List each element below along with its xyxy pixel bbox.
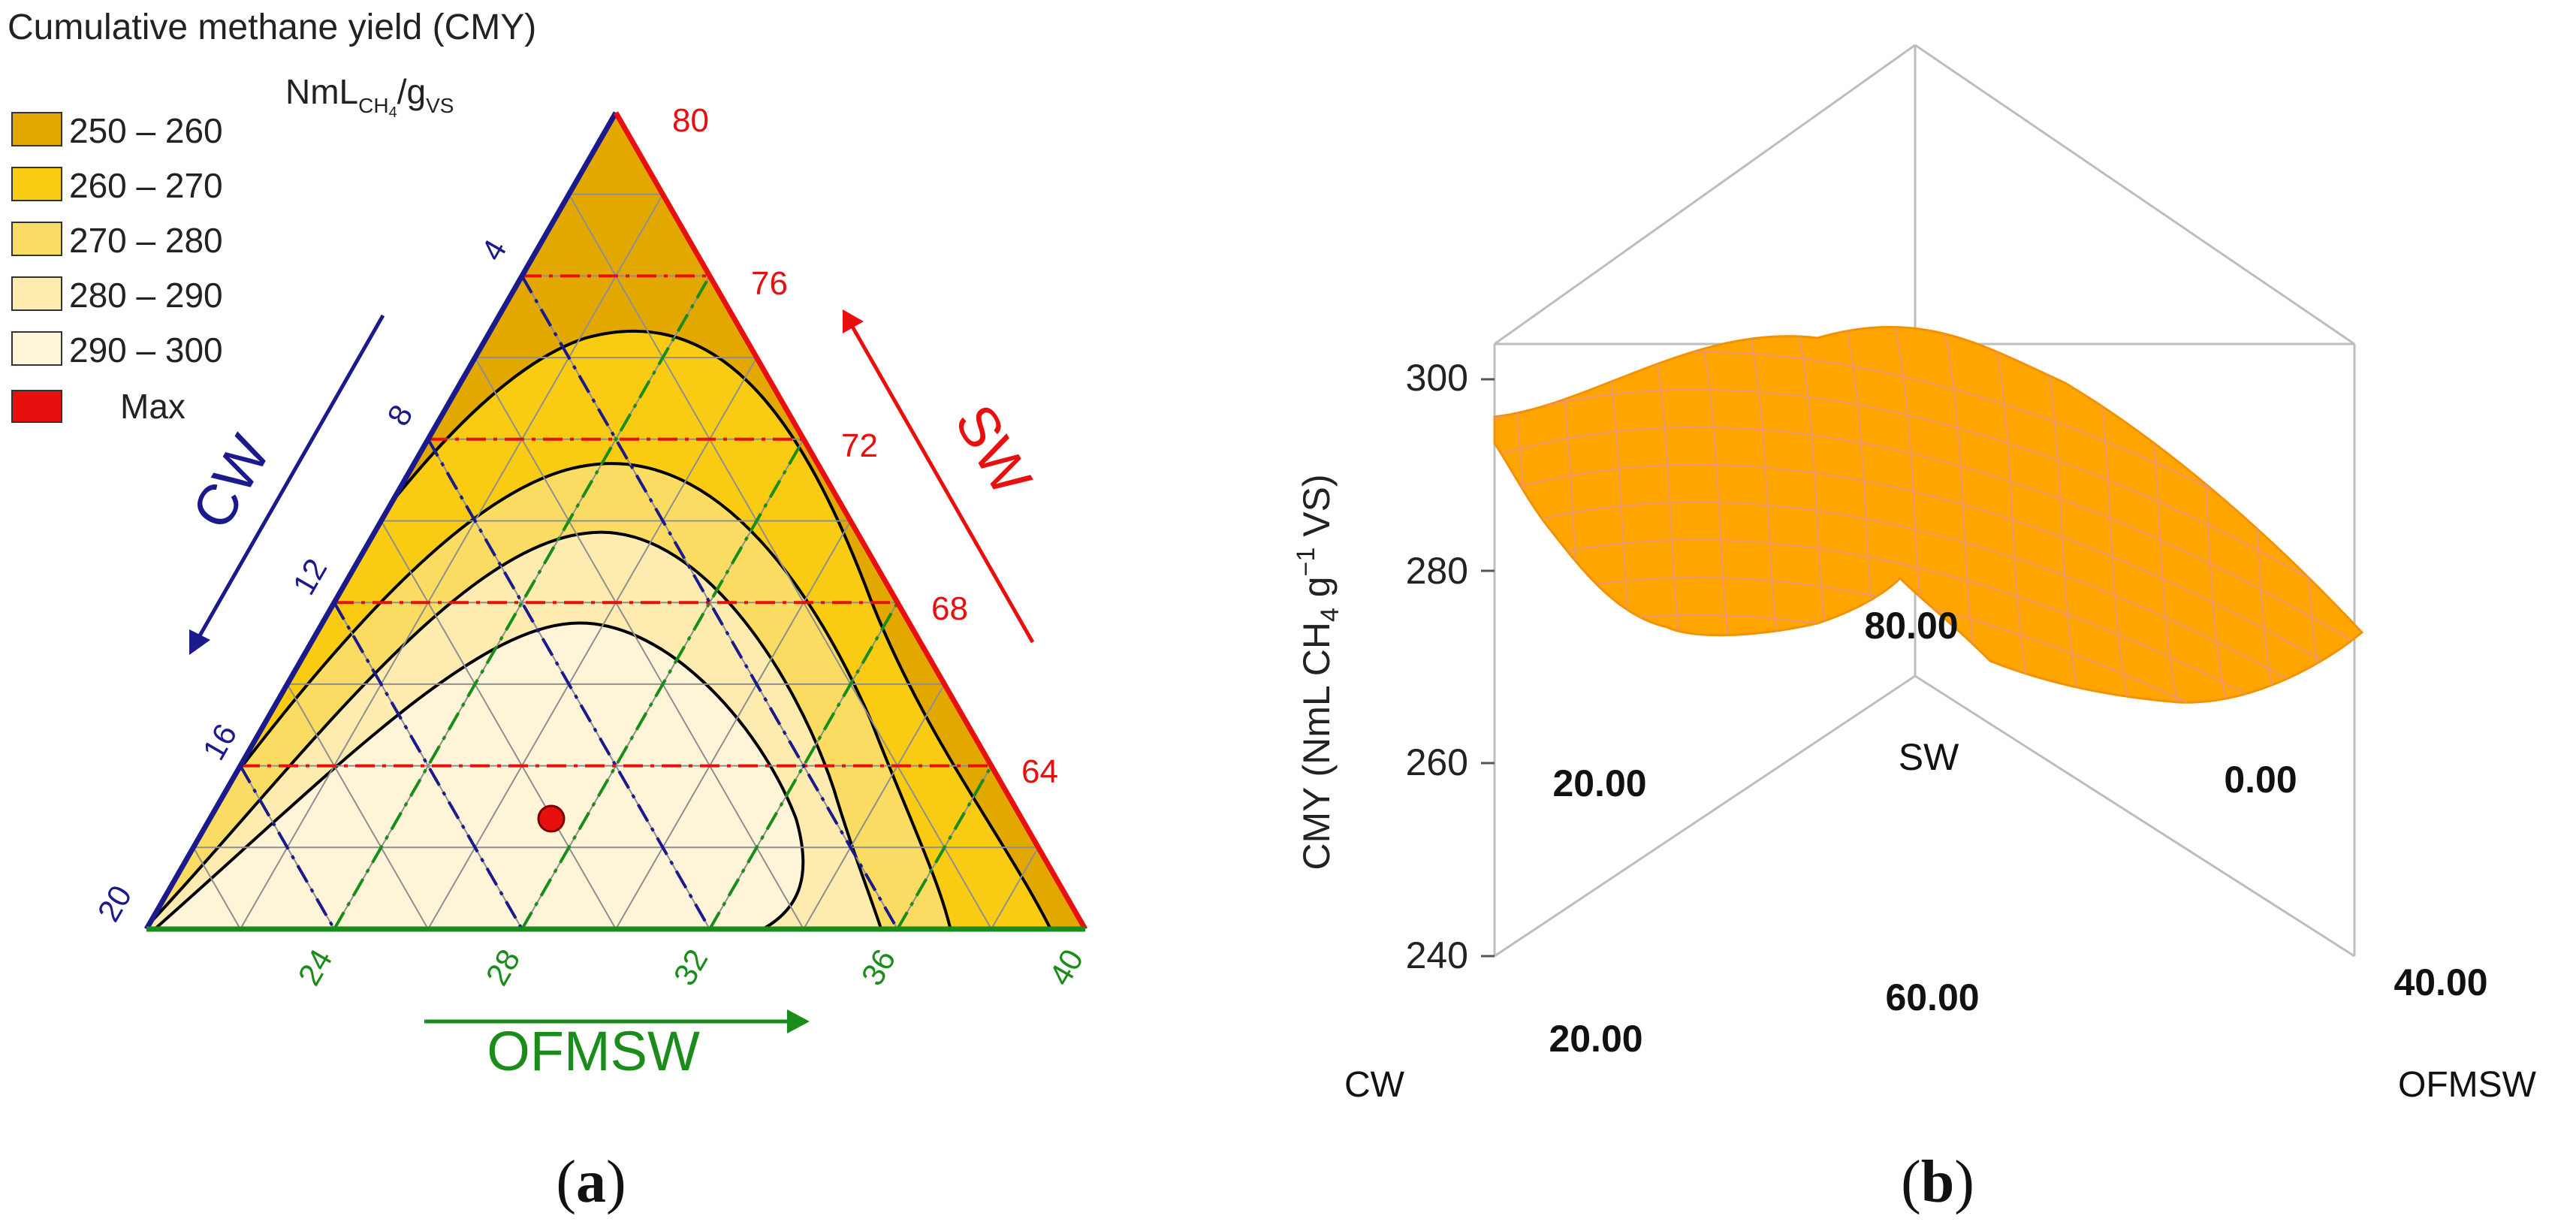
z-axis-label: CMY (NmL CH4 g−1 VS) bbox=[1292, 474, 1344, 870]
grid-line bbox=[803, 683, 946, 929]
cw-axis-title: CW bbox=[179, 425, 282, 539]
sw-axis-name: SW bbox=[1899, 736, 1959, 778]
grid-line bbox=[427, 357, 758, 929]
sw-tick-label: 72 bbox=[841, 427, 878, 464]
ofmsw-tick-label: 32 bbox=[666, 943, 714, 991]
ofmsw-tick-label: 40 bbox=[1042, 943, 1090, 991]
sw-left-value: 20.00 bbox=[1552, 762, 1646, 804]
grid-line bbox=[380, 520, 617, 929]
sw-edge bbox=[613, 111, 1088, 931]
ofmsw-axis-title: OFMSW bbox=[487, 1020, 700, 1082]
ternary-guides bbox=[239, 274, 993, 929]
cw-axis-name: CW bbox=[1344, 1065, 1405, 1105]
ofmsw-tick-label: 24 bbox=[291, 943, 339, 991]
cw-arrowhead bbox=[189, 629, 210, 655]
legend-label: 270 – 280 bbox=[69, 221, 223, 260]
legend-swatch bbox=[11, 331, 62, 366]
grid-line bbox=[474, 357, 804, 929]
z-tick-label: 300 bbox=[1406, 357, 1468, 399]
legend-title: Cumulative methane yield (CMY) bbox=[8, 8, 536, 47]
grid-line bbox=[240, 194, 664, 929]
sw-right-value: 0.00 bbox=[2224, 759, 2297, 801]
sw-tick-label: 76 bbox=[751, 265, 788, 302]
ofmsw-value: 40.00 bbox=[2394, 961, 2487, 1003]
legend-label: 290 – 300 bbox=[69, 330, 223, 370]
ofmsw-guide-line bbox=[333, 275, 711, 929]
mesh-line bbox=[1495, 388, 2362, 617]
cw-edge bbox=[143, 111, 619, 931]
mesh-line bbox=[1989, 327, 2036, 703]
mesh-line bbox=[1495, 463, 2362, 692]
cw-guide-line bbox=[333, 602, 523, 929]
caption-b: (b) bbox=[1901, 1149, 1974, 1215]
ofmsw-tick-labels: 24 28 32 36 40 bbox=[291, 943, 1090, 991]
legend-label-max: Max bbox=[120, 387, 186, 426]
cw-tick-label: 8 bbox=[380, 399, 419, 432]
sw-tick-labels: 80 76 72 68 64 bbox=[672, 102, 1058, 790]
grid-line bbox=[192, 846, 241, 929]
legend-label: 250 – 260 bbox=[69, 111, 223, 150]
legend-label: 260 – 270 bbox=[69, 166, 223, 205]
sw-arrow-line bbox=[850, 325, 1035, 644]
sw-tick-label: 80 bbox=[672, 102, 709, 139]
legend-swatch bbox=[11, 167, 62, 201]
legend-swatch bbox=[11, 112, 62, 146]
cw-tick-label: 16 bbox=[195, 718, 243, 766]
legend-swatch-max bbox=[11, 390, 62, 423]
ofmsw-axis-name: OFMSW bbox=[2398, 1065, 2537, 1105]
ofmsw-guide-line bbox=[896, 765, 993, 929]
ternary-contour-plot bbox=[146, 113, 1085, 929]
center-value: 60.00 bbox=[1885, 976, 1979, 1018]
ofmsw-guide-line bbox=[708, 602, 899, 929]
cw-tick-label: 12 bbox=[285, 553, 333, 601]
ofmsw-guide-line bbox=[520, 438, 805, 929]
sw-axis-title: SW bbox=[943, 394, 1044, 506]
z-tick-label: 260 bbox=[1406, 741, 1468, 783]
caption-a: (a) bbox=[556, 1149, 626, 1215]
legend: Cumulative methane yield (CMY) NmLCH4/gV… bbox=[8, 8, 536, 426]
grid-line bbox=[286, 683, 429, 929]
response-surface bbox=[1493, 325, 2364, 704]
z-tick-labels: 300 280 260 240 bbox=[1406, 357, 1468, 976]
grid-line bbox=[568, 194, 992, 929]
z-tick-label: 240 bbox=[1406, 934, 1468, 976]
legend-swatch bbox=[11, 276, 62, 311]
sw-top-value: 80.00 bbox=[1864, 605, 1958, 647]
cw-tick-label: 20 bbox=[90, 880, 138, 928]
cw-value: 20.00 bbox=[1549, 1018, 1642, 1060]
mesh-line bbox=[1495, 426, 2362, 654]
mesh-line bbox=[1495, 501, 2362, 703]
region-290-300 bbox=[146, 623, 804, 929]
sw-arrowhead bbox=[843, 309, 864, 333]
cw-arrow-line bbox=[197, 314, 385, 638]
max-point-marker bbox=[537, 804, 566, 833]
legend-unit: NmLCH4/gVS bbox=[285, 72, 454, 121]
cw-guide-line bbox=[427, 438, 711, 929]
cw-tick-label: 4 bbox=[474, 234, 513, 267]
z-tick-label: 280 bbox=[1406, 550, 1468, 592]
ofmsw-tick-label: 28 bbox=[478, 943, 526, 991]
grid-line bbox=[991, 846, 1039, 929]
grid-line bbox=[615, 520, 852, 929]
cw-guide-line bbox=[520, 275, 899, 929]
legend-swatch bbox=[11, 222, 62, 256]
ofmsw-arrowhead bbox=[787, 1009, 810, 1033]
ternary-panel: Cumulative methane yield (CMY) NmLCH4/gV… bbox=[8, 8, 1090, 1215]
legend-label: 280 – 290 bbox=[69, 276, 223, 315]
cw-guide-line bbox=[239, 765, 336, 929]
ofmsw-tick-label: 36 bbox=[854, 943, 902, 991]
sw-tick-label: 64 bbox=[1021, 753, 1058, 790]
sw-tick-label: 68 bbox=[931, 590, 968, 627]
z-tick-marks bbox=[1481, 378, 1495, 958]
mesh-line bbox=[1495, 539, 2362, 703]
